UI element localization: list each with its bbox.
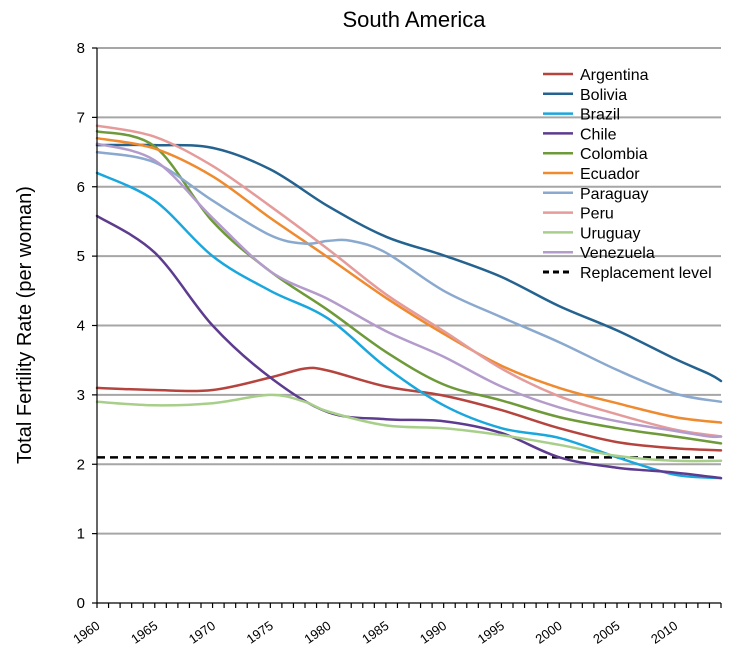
legend-label: Brazil [580,107,620,124]
legend-label: Venezuela [580,245,655,262]
x-tick-label: 2000 [532,618,564,647]
x-tick-label: 1970 [186,618,218,647]
x-tick-label: 1980 [301,618,333,647]
legend-label: Ecuador [580,166,640,183]
gridlines [97,47,721,535]
y-tick-label: 5 [77,248,85,265]
series-line-ecuador [95,136,723,424]
y-axis-ticks: 0 1 2 3 4 5 6 7 8 [77,40,97,612]
y-tick-label: 2 [77,456,85,473]
x-tick-label: 1960 [70,618,102,647]
x-axis-ticks: 1960 1965 1970 1975 1980 1985 1990 1995 2000 2005… [70,603,722,647]
x-tick-label: 1965 [128,618,160,647]
legend-label: Peru [580,206,614,223]
series-lines [95,124,723,480]
legend-label: Chile [580,126,617,143]
legend-label: Argentina [580,67,649,84]
series-line-brazil [95,171,723,480]
x-tick-label: 2005 [590,618,622,647]
series-line-argentina [95,366,723,452]
series-line-uruguay [95,393,723,463]
legend-label: Colombia [580,146,648,163]
x-tick-label: 1985 [359,618,391,647]
y-tick-label: 1 [77,526,85,543]
y-tick-label: 8 [77,40,85,57]
legend-label: Replacement level [580,265,712,282]
series-line-bolivia [95,143,723,383]
x-tick-label: 2010 [648,618,680,647]
legend-label: Uruguay [580,225,640,242]
y-tick-label: 6 [77,179,85,196]
y-tick-label: 7 [77,109,85,126]
y-tick-label: 0 [77,595,85,612]
series-line-chile [95,214,723,480]
series-line-paraguay [95,150,723,404]
legend: Argentina Bolivia Brazil Chile Colombia Ecuad… [543,67,712,282]
series-line-venezuela [95,142,723,439]
y-tick-label: 4 [77,318,85,335]
legend-label: Bolivia [580,87,627,104]
x-tick-label: 1975 [244,618,276,647]
series-line-peru [95,124,723,438]
x-tick-label: 1995 [475,618,507,647]
y-tick-label: 3 [77,387,85,404]
chart-title: South America [342,7,486,32]
legend-label: Paraguay [580,186,649,203]
x-tick-label: 1990 [417,618,449,647]
y-axis-label: Total Fertility Rate (per woman) [14,186,36,464]
